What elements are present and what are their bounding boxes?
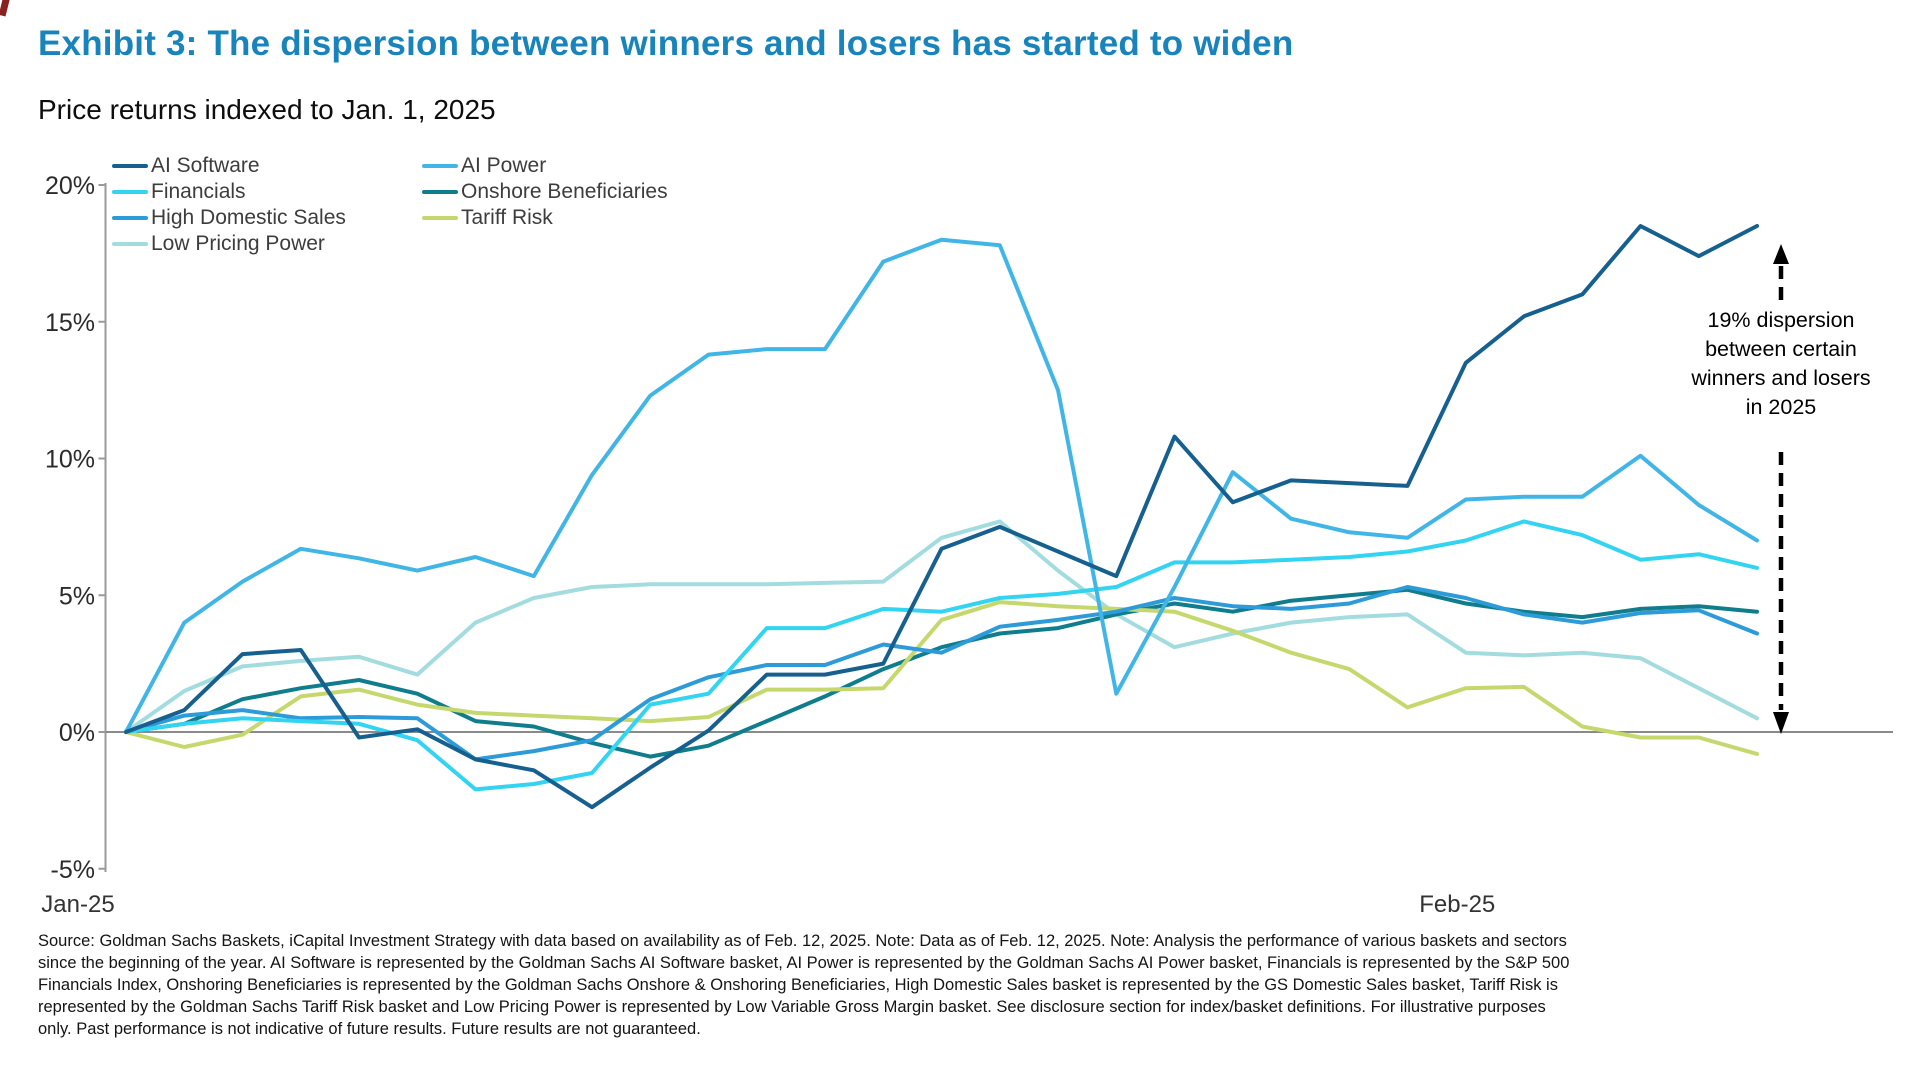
legend-label: AI Software [151,154,260,177]
y-axis-label: -5% [51,856,95,884]
series-line-low-pricing-power [124,519,1759,734]
series-line-ai-power [124,237,1759,734]
chart-subtitle: Price returns indexed to Jan. 1, 2025 [38,94,496,125]
series-line-onshore-beneficiaries [124,587,1759,759]
y-axis-label: 15% [45,309,95,337]
annotation-line: in 2025 [1745,395,1817,419]
legend-item-onshore-beneficiaries: Onshore Beneficiaries [422,179,722,205]
legend-item-ai-power: AI Power [422,153,722,179]
legend-column-1: AI Software Financials High Domestic Sales… [112,153,412,257]
y-axis-label: 0% [59,719,95,747]
legend-column-2: AI Power Onshore Beneficiaries Tariff Risk [422,153,722,257]
series-line-ai-software [124,224,1759,810]
y-axis-label: 10% [45,446,95,474]
legend-item-low-pricing-power: Low Pricing Power [112,231,412,257]
annotation-line: between certain [1705,337,1857,361]
legend-label: Low Pricing Power [151,232,325,255]
legend-label: AI Power [461,154,547,177]
legend-label: Tariff Risk [461,206,553,229]
legend-item-high-domestic-sales: High Domestic Sales [112,205,412,231]
dispersion-annotation: 19% dispersion between certain winners and… [1664,306,1898,422]
series-line-financials [124,519,1759,792]
legend-item-tariff-risk: Tariff Risk [422,205,722,231]
down-arrowhead [1773,712,1789,734]
legend-label: High Domestic Sales [151,206,346,229]
annotation-line: 19% dispersion [1707,308,1855,332]
series-line-high-domestic-sales [124,585,1759,762]
legend-label: Financials [151,180,246,203]
annotation-line: winners and losers [1691,366,1871,390]
legend-swatch [112,241,148,247]
x-axis-label: Jan-25 [41,891,114,918]
source-note: Source: Goldman Sachs Baskets, iCapital … [38,932,1570,1038]
up-arrowhead [1773,244,1789,264]
legend-swatch [422,215,458,221]
legend-label: Onshore Beneficiaries [461,180,668,203]
legend-swatch [112,189,148,195]
page-title: Exhibit 3: The dispersion between winner… [38,24,1294,63]
chart-legend: AI Software Financials High Domestic Sales… [112,153,722,257]
x-axis-label: Feb-25 [1419,891,1495,918]
legend-item-financials: Financials [112,179,412,205]
legend-swatch [422,163,458,169]
y-axis-label: 5% [59,582,95,610]
legend-item-ai-software: AI Software [112,153,412,179]
legend-swatch [112,215,148,221]
series-line-tariff-risk [124,600,1759,756]
legend-swatch [112,163,148,169]
legend-swatch [422,189,458,195]
y-axis-label: 20% [45,172,95,200]
